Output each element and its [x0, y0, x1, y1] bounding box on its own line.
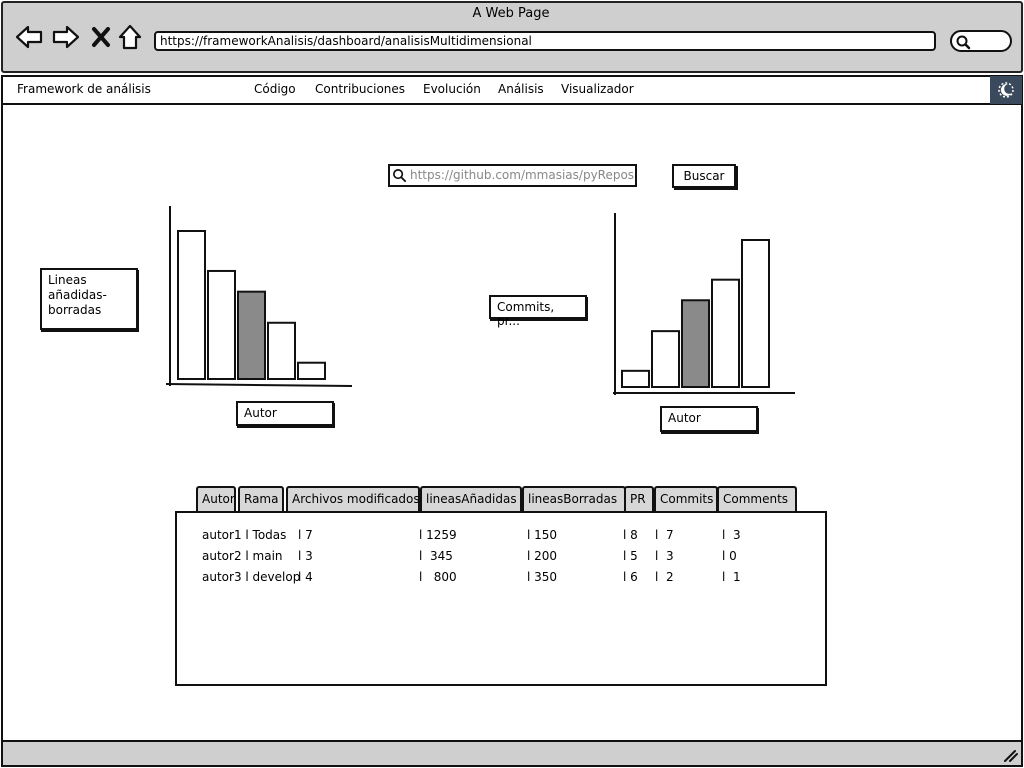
- cell-lineas-anadidas: l 800: [419, 570, 457, 584]
- tab-lineas-anadidas[interactable]: lineasAñadidas: [420, 486, 522, 512]
- window-title: A Web Page: [0, 6, 1022, 21]
- right-chart-bar-5: [742, 240, 769, 387]
- right-bar-chart: [605, 205, 805, 400]
- cell-lineas-anadidas: l 345: [419, 549, 453, 563]
- repo-url-input[interactable]: https://github.com/mmasias/pyReposU: [388, 164, 637, 187]
- right-chart-bar-2: [652, 331, 679, 387]
- moon-icon: [996, 80, 1016, 100]
- nav-link-analisis[interactable]: Análisis: [498, 82, 544, 96]
- left-chart-y-label[interactable]: Lineas añadidas-borradas: [40, 268, 138, 330]
- tab-lineas-borradas[interactable]: lineasBorradas: [522, 486, 626, 512]
- cell-lineas-borradas: l 150: [527, 528, 557, 542]
- right-chart-bar-3: [682, 300, 709, 387]
- cell-autor-rama: autor1 l Todas: [202, 528, 286, 542]
- left-chart-bar-5: [298, 363, 325, 379]
- cell-lineas-borradas: l 350: [527, 570, 557, 584]
- close-icon[interactable]: [86, 22, 116, 52]
- forward-arrow-icon[interactable]: [51, 22, 81, 52]
- search-icon: [955, 34, 971, 50]
- cell-lineas-anadidas: l 1259: [419, 528, 457, 542]
- left-chart-bar-3: [238, 292, 265, 379]
- tab-commits[interactable]: Commits: [654, 486, 718, 512]
- cell-pr: l 6: [623, 570, 638, 584]
- cell-commits: l 7: [655, 528, 674, 542]
- left-chart-bar-1: [178, 231, 205, 379]
- home-icon[interactable]: [115, 22, 145, 52]
- brand-title[interactable]: Framework de análisis: [17, 82, 151, 96]
- left-bar-chart: [160, 200, 360, 395]
- nav-link-evolucion[interactable]: Evolución: [423, 82, 481, 96]
- cell-autor-rama: autor2 l main: [202, 549, 283, 563]
- address-bar[interactable]: https://frameworkAnalisis/dashboard/anal…: [154, 31, 936, 51]
- left-chart-bar-2: [208, 271, 235, 379]
- cell-lineas-borradas: l 200: [527, 549, 557, 563]
- right-chart-y-label[interactable]: Commits, pr...: [489, 295, 587, 319]
- nav-link-codigo[interactable]: Código: [254, 82, 296, 96]
- table-row: autor2 l main l 3 l 345 l 200 l 5 l 3 l …: [202, 549, 802, 567]
- cell-comments: l 3: [722, 528, 741, 542]
- cell-autor-rama: autor3 l develop: [202, 570, 300, 584]
- theme-toggle-button[interactable]: [990, 76, 1022, 104]
- cell-commits: l 3: [655, 549, 674, 563]
- search-button[interactable]: Buscar: [672, 164, 736, 188]
- right-chart-bar-1: [622, 371, 649, 387]
- left-chart-x-label[interactable]: Autor: [236, 401, 334, 426]
- cell-comments: l 1: [722, 570, 741, 584]
- table-row: autor1 l Todas l 7 l 1259 l 150 l 8 l 7 …: [202, 528, 802, 546]
- search-icon: [392, 168, 407, 183]
- right-chart-bar-4: [712, 280, 739, 387]
- back-arrow-icon[interactable]: [14, 22, 44, 52]
- cell-comments: l 0: [722, 549, 737, 563]
- cell-archivos: l 4: [298, 570, 313, 584]
- nav-link-contribuciones[interactable]: Contribuciones: [315, 82, 405, 96]
- table-row: autor3 l develop l 4 l 800 l 350 l 6 l 2…: [202, 570, 802, 588]
- tab-autor[interactable]: Autor: [196, 486, 236, 512]
- tab-archivos-modificados[interactable]: Archivos modificados: [286, 486, 420, 512]
- browser-search-field[interactable]: [950, 30, 1012, 52]
- tab-pr[interactable]: PR: [624, 486, 654, 512]
- nav-link-visualizador[interactable]: Visualizador: [561, 82, 634, 96]
- left-chart-bar-4: [268, 323, 295, 379]
- cell-archivos: l 7: [298, 528, 313, 542]
- right-chart-x-label[interactable]: Autor: [660, 406, 758, 432]
- tab-comments[interactable]: Comments: [717, 486, 797, 512]
- cell-archivos: l 3: [298, 549, 313, 563]
- tab-rama[interactable]: Rama: [238, 486, 284, 512]
- cell-commits: l 2: [655, 570, 674, 584]
- resize-grip-icon[interactable]: [1002, 748, 1018, 762]
- cell-pr: l 8: [623, 528, 638, 542]
- cell-pr: l 5: [623, 549, 638, 563]
- status-bar: [1, 740, 1023, 767]
